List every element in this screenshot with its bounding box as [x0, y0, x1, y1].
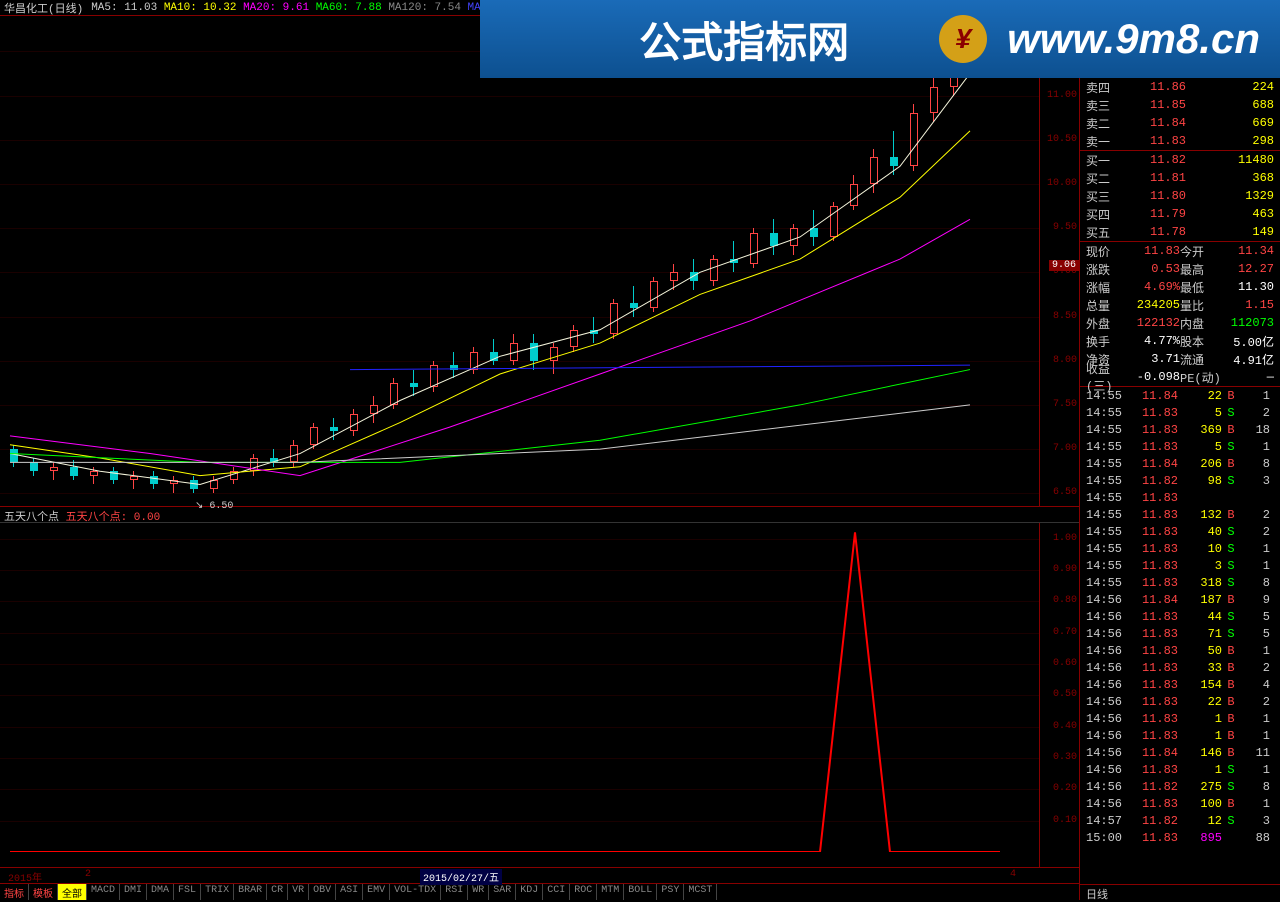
tab-CCI[interactable]: CCI — [543, 884, 570, 900]
tab-CR[interactable]: CR — [267, 884, 288, 900]
tick-row: 14:5611.8371S5 — [1080, 625, 1280, 642]
side-panel: 卖四11.86224卖三11.85688卖二11.84669卖一11.83298… — [1080, 0, 1280, 900]
tick-row: 14:5511.8422B1 — [1080, 387, 1280, 404]
book-row: 卖一11.83298 — [1080, 132, 1280, 150]
stat-row: 涨跌0.53最高12.27 — [1080, 260, 1280, 278]
stat-row: 收益(三)-0.098PE(动)— — [1080, 368, 1280, 386]
tick-row: 14:5511.83318S8 — [1080, 574, 1280, 591]
stat-row: 涨幅4.69%最低11.30 — [1080, 278, 1280, 296]
tab-ASI[interactable]: ASI — [336, 884, 363, 900]
tick-row: 14:5611.84187B9 — [1080, 591, 1280, 608]
tick-row: 14:5611.831B1 — [1080, 710, 1280, 727]
tick-row: 14:5511.83132B2 — [1080, 506, 1280, 523]
tab-VR[interactable]: VR — [288, 884, 309, 900]
tick-row: 14:5611.831B1 — [1080, 727, 1280, 744]
tab-MACD[interactable]: MACD — [87, 884, 120, 900]
tick-row: 14:5611.8350B1 — [1080, 642, 1280, 659]
tab-DMI[interactable]: DMI — [120, 884, 147, 900]
price-chart[interactable]: 6.507.007.508.008.509.009.5010.0010.5011… — [0, 16, 1079, 507]
tab-指标[interactable]: 指标 — [0, 884, 29, 900]
tick-row: 14:5611.83100B1 — [1080, 795, 1280, 812]
tab-MCST[interactable]: MCST — [684, 884, 717, 900]
tab-MTM[interactable]: MTM — [597, 884, 624, 900]
tab-VOL-TDX[interactable]: VOL-TDX — [390, 884, 441, 900]
tab-RSI[interactable]: RSI — [441, 884, 468, 900]
tick-row: 14:5511.835S1 — [1080, 438, 1280, 455]
tab-BRAR[interactable]: BRAR — [234, 884, 267, 900]
price-yaxis: 6.507.007.508.008.509.009.5010.0010.5011… — [1039, 16, 1079, 506]
book-row: 买四11.79463 — [1080, 205, 1280, 223]
stock-name: 华昌化工(日线) — [4, 0, 83, 16]
tab-EMV[interactable]: EMV — [363, 884, 390, 900]
book-row: 买三11.801329 — [1080, 187, 1280, 205]
indicator-tabs[interactable]: 指标模板全部MACDDMIDMAFSLTRIXBRARCRVROBVASIEMV… — [0, 884, 1079, 900]
tick-row: 14:5611.83154B4 — [1080, 676, 1280, 693]
tick-row: 14:5511.833S1 — [1080, 557, 1280, 574]
tick-row: 14:5711.8212S3 — [1080, 812, 1280, 829]
tab-KDJ[interactable]: KDJ — [516, 884, 543, 900]
ask-book: 卖四11.86224卖三11.85688卖二11.84669卖一11.83298 — [1080, 78, 1280, 151]
tick-row: 14:5611.8322B2 — [1080, 693, 1280, 710]
book-row: 买二11.81368 — [1080, 169, 1280, 187]
tick-row: 14:5611.84146B11 — [1080, 744, 1280, 761]
book-row: 卖二11.84669 — [1080, 114, 1280, 132]
tab-SAR[interactable]: SAR — [489, 884, 516, 900]
tick-row: 14:5611.831S1 — [1080, 761, 1280, 778]
book-row: 卖三11.85688 — [1080, 96, 1280, 114]
tick-row: 14:5511.8310S1 — [1080, 540, 1280, 557]
tick-row: 14:5511.84206B8 — [1080, 455, 1280, 472]
tick-row: 14:5611.8344S5 — [1080, 608, 1280, 625]
stat-row: 总量234205量比1.15 — [1080, 296, 1280, 314]
stat-row: 换手4.77%股本5.00亿 — [1080, 332, 1280, 350]
stat-row: 外盘122132内盘112073 — [1080, 314, 1280, 332]
tab-PSY[interactable]: PSY — [657, 884, 684, 900]
tick-list: 14:5511.8422B114:5511.835S214:5511.83369… — [1080, 387, 1280, 884]
indicator-yaxis: 0.100.200.300.400.500.600.700.800.901.00 — [1039, 523, 1079, 867]
tab-ROC[interactable]: ROC — [570, 884, 597, 900]
watermark-banner: 公式指标网 www.9m8.cn — [480, 0, 1280, 78]
tick-row: 14:5511.8340S2 — [1080, 523, 1280, 540]
bid-book: 买一11.8211480买二11.81368买三11.801329买四11.79… — [1080, 151, 1280, 242]
tick-row: 14:5511.8298S3 — [1080, 472, 1280, 489]
book-row: 买五11.78149 — [1080, 223, 1280, 241]
tick-row: 14:5511.835S2 — [1080, 404, 1280, 421]
tab-DMA[interactable]: DMA — [147, 884, 174, 900]
stat-row: 现价11.83今开11.34 — [1080, 242, 1280, 260]
indicator-chart[interactable]: 0.100.200.300.400.500.600.700.800.901.00 — [0, 523, 1079, 868]
tick-row: 14:5511.83 — [1080, 489, 1280, 506]
tab-全部[interactable]: 全部 — [58, 884, 87, 900]
date-axis: 2015年22015/02/27/五4 — [0, 868, 1079, 884]
tab-BOLL[interactable]: BOLL — [624, 884, 657, 900]
book-row: 买一11.8211480 — [1080, 151, 1280, 169]
logo-icon — [939, 15, 987, 63]
side-period: 日线 — [1080, 884, 1280, 900]
tab-WR[interactable]: WR — [468, 884, 489, 900]
tick-row: 14:5611.82275S8 — [1080, 778, 1280, 795]
tab-FSL[interactable]: FSL — [174, 884, 201, 900]
tab-OBV[interactable]: OBV — [309, 884, 336, 900]
book-row: 卖四11.86224 — [1080, 78, 1280, 96]
tick-row: 15:0011.8389588 — [1080, 829, 1280, 846]
tab-模板[interactable]: 模板 — [29, 884, 58, 900]
tick-row: 14:5511.83369B18 — [1080, 421, 1280, 438]
tick-row: 14:5611.8333B2 — [1080, 659, 1280, 676]
tab-TRIX[interactable]: TRIX — [201, 884, 234, 900]
stats-panel: 现价11.83今开11.34涨跌0.53最高12.27涨幅4.69%最低11.3… — [1080, 242, 1280, 387]
